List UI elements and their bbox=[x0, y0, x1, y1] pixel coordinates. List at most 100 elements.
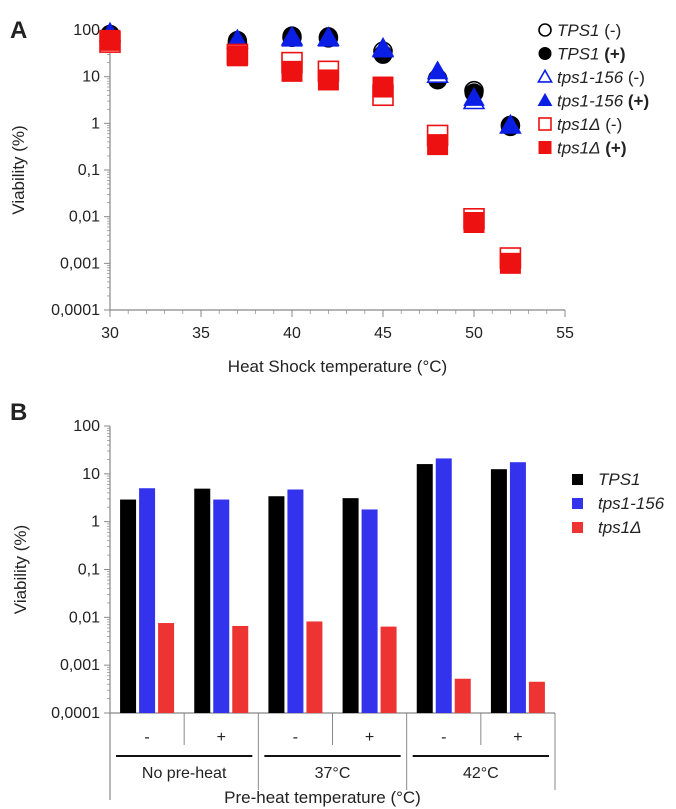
data-point bbox=[281, 27, 303, 47]
series-2 bbox=[98, 21, 522, 134]
bar bbox=[139, 488, 156, 713]
legend-series-suffix: (+) bbox=[601, 139, 627, 158]
y-tick-label: 0,01 bbox=[69, 209, 100, 226]
legend-marker bbox=[538, 47, 552, 60]
panel-a-letter: A bbox=[10, 17, 27, 44]
x-axis-title: Pre-heat temperature (°C) bbox=[224, 788, 421, 807]
legend-marker bbox=[538, 141, 552, 154]
y-tick-label: 0,01 bbox=[69, 609, 100, 626]
group-label: 37°C bbox=[315, 765, 351, 782]
legend-series-suffix: (+) bbox=[623, 92, 649, 111]
group-label: No pre-heat bbox=[142, 765, 227, 782]
data-point bbox=[463, 87, 485, 106]
bar bbox=[232, 625, 249, 713]
data-point bbox=[499, 252, 521, 274]
legend-label: TPS1 bbox=[598, 470, 641, 489]
legend-label: TPS1 (+) bbox=[557, 45, 626, 64]
x-tick-label: 35 bbox=[192, 325, 210, 342]
legend-series-name: tps1-156 bbox=[557, 68, 624, 87]
legend-marker bbox=[537, 68, 553, 83]
panel-b-legend: TPS1 tps1-156 tps1Δ bbox=[572, 470, 665, 537]
bar bbox=[287, 489, 304, 713]
category-sublabel: + bbox=[365, 729, 374, 746]
bar-series-0 bbox=[120, 464, 507, 713]
legend-label: tps1Δ bbox=[598, 518, 642, 537]
y-tick-label: 0,0001 bbox=[51, 705, 100, 722]
y-tick-label: 10 bbox=[82, 466, 100, 483]
category-sublabel: - bbox=[441, 729, 446, 746]
y-axis-title: Viability (%) bbox=[11, 525, 30, 614]
bar bbox=[342, 498, 359, 713]
bar bbox=[158, 623, 175, 713]
legend-label: tps1-156 (+) bbox=[557, 92, 649, 111]
data-point bbox=[281, 60, 303, 82]
x-axis-title: Heat Shock temperature (°C) bbox=[228, 357, 447, 376]
panel-a-points bbox=[98, 21, 522, 274]
bar bbox=[213, 499, 230, 713]
bar bbox=[120, 499, 137, 713]
legend-label: tps1Δ (+) bbox=[557, 139, 627, 158]
x-tick-label: 55 bbox=[556, 325, 574, 342]
y-tick-label: 1 bbox=[91, 115, 100, 132]
bar bbox=[306, 621, 323, 713]
y-tick-label: 100 bbox=[73, 418, 100, 435]
y-tick-label: 10 bbox=[82, 69, 100, 86]
data-point bbox=[372, 76, 394, 98]
y-axis-title: Viability (%) bbox=[9, 125, 28, 214]
legend-series-suffix: (+) bbox=[600, 45, 626, 64]
bar-series-2 bbox=[158, 621, 545, 713]
category-sublabel: - bbox=[144, 729, 149, 746]
legend-label: TPS1 (-) bbox=[557, 21, 621, 40]
bar bbox=[268, 496, 285, 713]
bar bbox=[416, 464, 433, 713]
bar-series-1 bbox=[139, 458, 526, 713]
bar bbox=[454, 678, 471, 713]
category-sublabel: + bbox=[513, 729, 522, 746]
legend-series-name: tps1Δ bbox=[557, 139, 601, 158]
bar bbox=[528, 681, 545, 713]
bar bbox=[435, 458, 452, 713]
y-tick-label: 100 bbox=[73, 22, 100, 39]
series-5 bbox=[99, 29, 521, 274]
series-4 bbox=[99, 31, 522, 269]
group-label: 42°C bbox=[463, 765, 499, 782]
panel-b-axes: 100 10 1 0,1 0,01 0,001 0,0001 - + - + - + No pre-hea… bbox=[11, 418, 556, 807]
data-point bbox=[317, 69, 339, 91]
series-0 bbox=[100, 24, 521, 136]
data-point bbox=[317, 27, 340, 47]
x-tick-label: 30 bbox=[101, 325, 119, 342]
data-point bbox=[226, 45, 248, 67]
legend-series-name: TPS1 bbox=[557, 21, 600, 40]
legend-marker bbox=[537, 92, 553, 106]
legend-marker bbox=[538, 23, 552, 37]
y-tick-label: 0,0001 bbox=[51, 302, 100, 319]
bar bbox=[194, 488, 211, 713]
legend-series-name: tps1-156 bbox=[557, 92, 624, 111]
legend-label: tps1-156 bbox=[598, 494, 665, 513]
panel-b-letter: B bbox=[10, 399, 27, 426]
legend-series-suffix: (-) bbox=[600, 21, 622, 40]
data-point bbox=[463, 211, 485, 233]
bar bbox=[380, 626, 397, 713]
legend-label: tps1-156 (-) bbox=[557, 68, 645, 87]
series-3 bbox=[99, 22, 522, 134]
panel-a-legend: TPS1 (-)TPS1 (+)tps1-156 (-)tps1-156 (+)… bbox=[537, 21, 649, 158]
legend-swatch bbox=[572, 498, 583, 509]
legend-label: tps1Δ (-) bbox=[557, 115, 622, 134]
panel-b-bars bbox=[120, 458, 545, 713]
legend-series-name: TPS1 bbox=[557, 45, 600, 64]
legend-series-suffix: (-) bbox=[601, 115, 623, 134]
legend-series-name: tps1Δ bbox=[557, 115, 601, 134]
data-point bbox=[499, 114, 522, 134]
category-sublabel: - bbox=[293, 729, 298, 746]
x-tick-label: 40 bbox=[283, 325, 301, 342]
category-sublabel: + bbox=[217, 729, 226, 746]
bar bbox=[490, 469, 507, 713]
legend-series-suffix: (-) bbox=[623, 68, 645, 87]
legend-swatch bbox=[572, 522, 583, 533]
data-point bbox=[427, 134, 449, 156]
bar bbox=[361, 509, 378, 713]
data-point bbox=[99, 29, 121, 51]
